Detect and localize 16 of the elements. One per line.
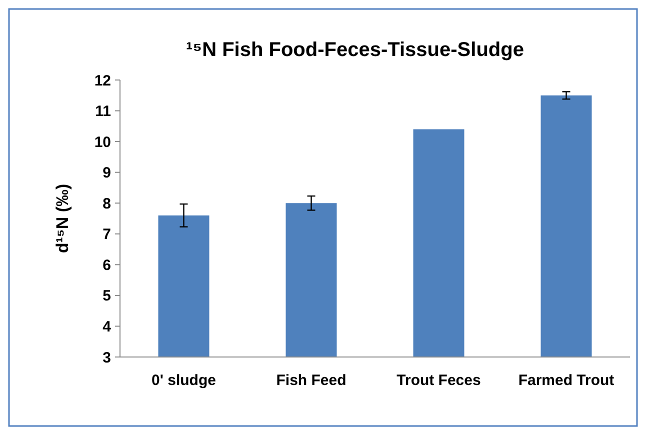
y-tick-label: 12 [94,72,111,90]
y-tick-label: 4 [102,318,112,336]
x-tick-label: Farmed Trout [518,372,614,389]
y-tick-label: 10 [94,134,111,151]
y-tick-label: 8 [102,195,111,212]
y-tick-label: 3 [102,349,111,366]
y-tick-label: 5 [102,288,111,305]
x-tick-label: Trout Feces [396,372,481,389]
y-axis-title: d¹⁵N (‰) [53,184,72,254]
x-tick-label: Fish Feed [276,372,346,389]
y-tick-label: 11 [95,103,111,120]
y-tick-label: 7 [102,226,111,244]
y-tick-label: 6 [102,256,111,274]
y-tick-label: 9 [102,164,111,182]
x-tick-label: 0' sludge [152,372,216,389]
chart-title: ¹⁵N Fish Food-Feces-Tissue-Sludge [186,39,524,61]
